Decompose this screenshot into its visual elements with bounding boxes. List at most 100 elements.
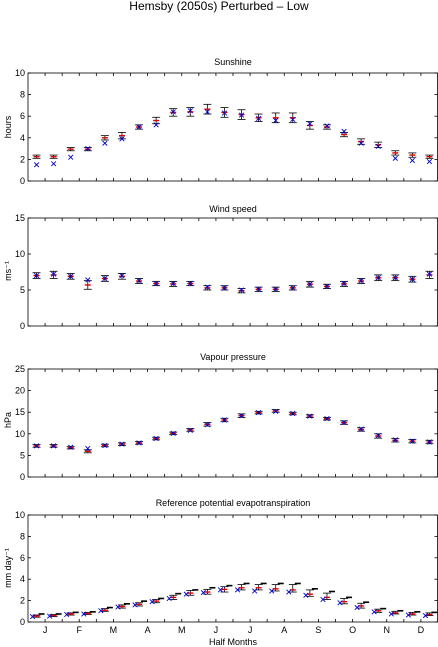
y-tick-label: 2 [20, 596, 25, 606]
x-tick-label: M [178, 625, 186, 635]
plot-frame [27, 514, 438, 623]
observed-point [358, 278, 364, 284]
observed-point [187, 427, 193, 433]
x-tick-label: S [315, 625, 321, 635]
observed-point [170, 280, 176, 287]
observed-point [238, 413, 245, 419]
observed-point [307, 121, 313, 127]
observed-point [221, 417, 228, 423]
observed-point [409, 276, 415, 282]
y-tick-label: 10 [15, 510, 25, 520]
observed-point [286, 589, 292, 595]
observed-point [422, 612, 429, 619]
y-tick-label: 5 [20, 450, 25, 460]
y-tick-label: 2 [20, 154, 25, 164]
observed-point [33, 162, 40, 168]
y-tick-label: 10 [15, 68, 25, 78]
observed-point [341, 280, 347, 287]
observed-point [337, 600, 343, 606]
observed-point [81, 611, 87, 617]
observed-point [324, 283, 330, 290]
observed-point [51, 443, 57, 449]
observed-point [320, 596, 326, 603]
observed-point [85, 445, 91, 452]
observed-point [375, 275, 381, 281]
observed-point [204, 109, 210, 115]
y-axis-label: mm day⁻¹ [3, 548, 13, 588]
observed-point [388, 611, 394, 617]
y-tick-label: 0 [20, 321, 25, 331]
observed-point [273, 117, 279, 124]
observed-point [371, 609, 377, 615]
y-tick-label: 20 [15, 386, 25, 396]
observed-point [307, 413, 313, 419]
observed-point [119, 441, 125, 447]
observed-point [183, 591, 189, 597]
x-tick-label: A [281, 625, 287, 635]
observed-point [426, 158, 433, 165]
y-tick-label: 8 [20, 531, 25, 541]
panel-sunshine: Sunshine hours 0 2 4 6 8 10 [3, 57, 438, 186]
x-axis-label: Half Months [209, 637, 258, 647]
observed-point [234, 587, 241, 593]
observed-point [132, 602, 138, 608]
observed-point [269, 588, 275, 594]
observed-point [33, 272, 40, 279]
observed-point [256, 286, 262, 292]
observed-point [238, 287, 245, 293]
observed-point [119, 136, 125, 142]
x-tick-label: D [418, 625, 425, 635]
plot-frame [27, 368, 438, 478]
observed-point [170, 430, 176, 436]
observed-point [204, 422, 210, 428]
x-tick-label: A [145, 625, 151, 635]
x-tick-label: J [214, 625, 219, 635]
observed-point [290, 285, 296, 291]
y-tick-label: 4 [20, 574, 25, 584]
y-tick-label: 10 [15, 249, 25, 259]
panel-title: Sunshine [214, 57, 252, 67]
plot-frame [27, 72, 438, 182]
panel-evapotranspiration: Reference potential evapotranspiration m… [3, 498, 438, 647]
observed-point [273, 286, 279, 292]
observed-point [187, 108, 193, 114]
observed-point [290, 116, 296, 123]
observed-point [153, 122, 159, 128]
y-tick-label: 6 [20, 111, 25, 121]
observed-point [136, 440, 142, 446]
observed-point [136, 124, 142, 130]
observed-point [392, 437, 398, 443]
x-tick-label: F [77, 625, 83, 635]
observed-point [426, 271, 433, 277]
observed-point [187, 280, 193, 287]
observed-point [273, 408, 279, 414]
observed-point [341, 419, 347, 426]
plot-frame [27, 217, 438, 327]
y-tick-label: 25 [15, 364, 25, 374]
observed-point [290, 410, 296, 417]
observed-point [153, 280, 159, 287]
observed-point [68, 444, 74, 450]
observed-point [358, 426, 364, 432]
figure-title: Hemsby (2050s) Perturbed – Low [129, 0, 309, 13]
panel-wind-speed: Wind speed ms⁻¹ 0 5 10 15 [3, 204, 438, 331]
observed-point [324, 123, 330, 129]
observed-point [405, 612, 411, 618]
y-axis-label: hours [3, 115, 13, 138]
observed-point [238, 112, 245, 118]
observed-point [98, 608, 104, 614]
observed-point [170, 109, 176, 115]
observed-point [119, 272, 125, 279]
observed-point [102, 140, 108, 146]
y-tick-label: 0 [20, 176, 25, 186]
observed-point [221, 110, 228, 116]
observed-point [303, 592, 309, 598]
y-tick-label: 4 [20, 133, 25, 143]
observed-point [256, 410, 262, 416]
observed-point [85, 277, 91, 283]
observed-point [409, 157, 415, 164]
observed-point [200, 589, 206, 596]
x-tick-label: J [248, 625, 253, 635]
y-tick-label: 15 [15, 213, 25, 223]
